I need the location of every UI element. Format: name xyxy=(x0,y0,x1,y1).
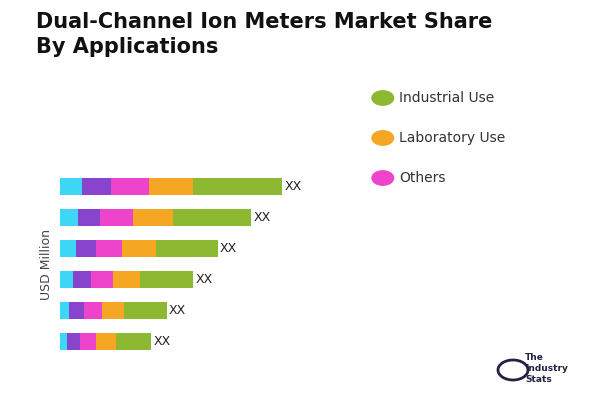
Bar xyxy=(60,333,67,350)
Text: Others: Others xyxy=(399,171,445,185)
Bar xyxy=(95,240,122,257)
Text: Industrial Use: Industrial Use xyxy=(399,91,494,105)
Text: XX: XX xyxy=(154,335,170,348)
Bar xyxy=(60,240,76,257)
Bar xyxy=(133,209,173,226)
Bar xyxy=(173,209,251,226)
Bar xyxy=(193,178,282,195)
Bar xyxy=(95,333,116,350)
Text: XX: XX xyxy=(220,242,237,255)
Text: Dual-Channel Ion Meters Market Share
By Applications: Dual-Channel Ion Meters Market Share By … xyxy=(36,12,493,57)
Bar xyxy=(78,209,100,226)
Bar xyxy=(122,240,155,257)
Y-axis label: USD Million: USD Million xyxy=(40,228,53,300)
Bar xyxy=(82,178,111,195)
Bar xyxy=(91,271,113,288)
Bar xyxy=(100,209,133,226)
Bar xyxy=(60,302,69,319)
Bar xyxy=(155,240,218,257)
Bar xyxy=(60,209,78,226)
Bar xyxy=(73,271,91,288)
Bar xyxy=(80,333,95,350)
Text: XX: XX xyxy=(253,211,271,224)
Bar xyxy=(85,302,102,319)
Text: XX: XX xyxy=(169,304,186,317)
Bar xyxy=(69,302,85,319)
Bar xyxy=(111,178,149,195)
Bar xyxy=(113,271,140,288)
Bar xyxy=(149,178,193,195)
Bar xyxy=(124,302,167,319)
Text: XX: XX xyxy=(196,273,213,286)
Text: Laboratory Use: Laboratory Use xyxy=(399,131,505,145)
Bar xyxy=(102,302,124,319)
Bar xyxy=(140,271,193,288)
Text: The
Industry
Stats: The Industry Stats xyxy=(525,353,568,384)
Text: XX: XX xyxy=(284,180,302,193)
Bar xyxy=(116,333,151,350)
Bar xyxy=(60,178,82,195)
Bar xyxy=(67,333,80,350)
Bar xyxy=(60,271,73,288)
Bar xyxy=(76,240,95,257)
